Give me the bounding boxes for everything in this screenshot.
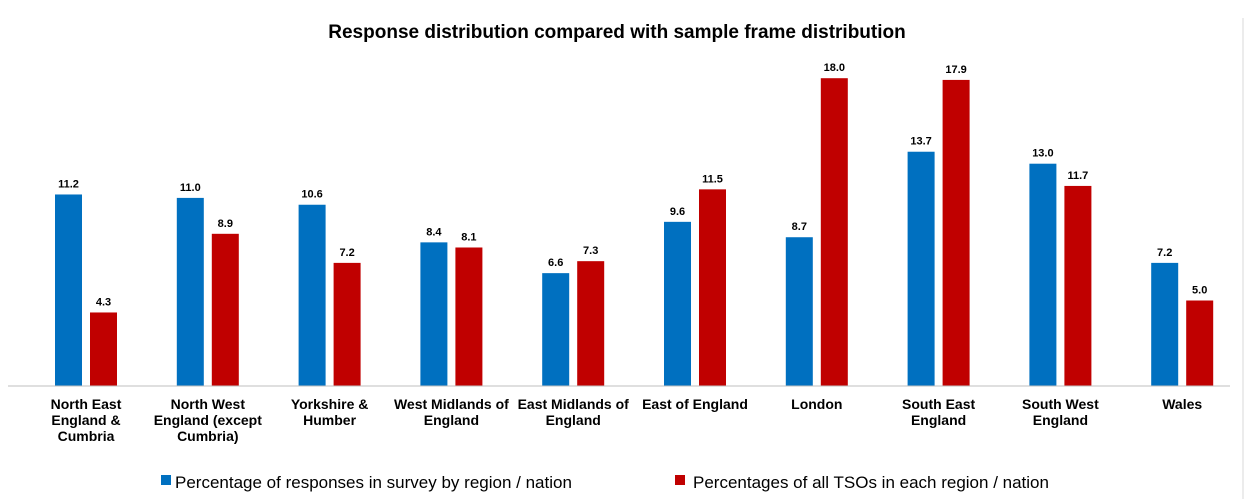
bar-series-2-cat-6: [699, 189, 726, 386]
category-label-line: North East: [51, 396, 122, 412]
data-label-series-1-cat-8: 13.7: [910, 136, 931, 148]
data-label-series-1-cat-9: 13.0: [1032, 148, 1053, 160]
data-label-series-2-cat-1: 4.3: [96, 296, 111, 308]
bar-series-2-cat-8: [942, 79, 970, 386]
data-label-series-1-cat-1: 11.2: [58, 178, 79, 190]
category-label-line: England &: [51, 412, 120, 428]
category-label-2: North West England (except Cumbria): [154, 396, 262, 444]
bar-series-1-cat-1: [55, 194, 82, 386]
data-label-series-2-cat-7: 18.0: [824, 62, 845, 74]
bar-series-2-cat-10: [1186, 300, 1214, 386]
data-label-series-1-cat-5: 6.6: [548, 257, 563, 269]
category-label-5: East Midlands of England: [518, 396, 630, 428]
category-label-line: Cumbria: [58, 428, 115, 444]
bar-series-1-cat-8: [907, 151, 935, 386]
bar-series-2-cat-3: [333, 262, 361, 386]
category-label-line: Yorkshire &: [291, 396, 369, 412]
bar-series-2-cat-4: [455, 247, 483, 386]
bar-series-1-cat-6: [664, 221, 691, 386]
bar-series-2-cat-9: [1064, 185, 1092, 386]
category-label-line: England: [424, 412, 479, 428]
category-label-line: Wales: [1162, 396, 1202, 412]
bars-layer: 11.2 4.3 11.0 8.9 10.6 7.2 8.4 8.1 6.6 7.3 9.6 11.5…: [55, 62, 1214, 386]
data-label-series-1-cat-7: 8.7: [792, 221, 807, 233]
chart-title: Response distribution compared with samp…: [328, 22, 905, 43]
data-label-series-2-cat-8: 17.9: [945, 64, 966, 76]
legend-swatch-responses: [161, 475, 171, 485]
data-label-series-1-cat-4: 8.4: [426, 226, 442, 238]
data-label-series-2-cat-10: 5.0: [1192, 285, 1207, 297]
data-label-series-1-cat-2: 11.0: [180, 182, 201, 194]
category-label-line: East Midlands of: [518, 396, 630, 412]
category-label-line: London: [791, 396, 842, 412]
data-label-series-2-cat-3: 7.2: [339, 247, 354, 259]
data-label-series-1-cat-10: 7.2: [1157, 247, 1172, 259]
category-label-line: South East: [902, 396, 975, 412]
data-label-series-1-cat-3: 10.6: [301, 189, 322, 201]
data-label-series-2-cat-2: 8.9: [218, 218, 233, 230]
data-label-series-2-cat-4: 8.1: [461, 231, 476, 243]
category-label-line: West Midlands of: [394, 396, 509, 412]
category-label-line: England: [546, 412, 601, 428]
category-label-line: East of England: [642, 396, 748, 412]
category-label-8: South East England: [902, 396, 975, 428]
category-label-line: Humber: [303, 412, 356, 428]
bar-series-2-cat-2: [211, 233, 239, 386]
bar-series-1-cat-7: [785, 237, 813, 386]
data-label-series-2-cat-5: 7.3: [583, 245, 598, 257]
bar-series-1-cat-3: [298, 204, 326, 386]
bar-series-2-cat-7: [820, 78, 848, 386]
category-label-10: Wales: [1162, 396, 1202, 412]
category-label-4: West Midlands of England: [394, 396, 509, 428]
category-label-line: North West: [171, 396, 246, 412]
bar-series-2-cat-5: [577, 261, 605, 386]
legend-label-responses: Percentage of responses in survey by reg…: [175, 473, 572, 492]
data-label-series-2-cat-6: 11.5: [702, 173, 723, 185]
legend-label-tsos: Percentages of all TSOs in each region /…: [693, 473, 1049, 492]
legend: Percentage of responses in survey by reg…: [161, 473, 1049, 492]
data-label-series-2-cat-9: 11.7: [1067, 170, 1088, 182]
bar-series-2-cat-1: [90, 312, 117, 386]
bar-series-1-cat-10: [1151, 262, 1179, 386]
category-label-7: London: [791, 396, 842, 412]
legend-swatch-tsos: [675, 475, 685, 485]
category-label-line: South West: [1022, 396, 1099, 412]
category-label-9: South West England: [1022, 396, 1099, 428]
category-label-line: England: [1033, 412, 1088, 428]
bar-series-1-cat-5: [542, 273, 570, 386]
data-label-series-1-cat-6: 9.6: [670, 206, 685, 218]
category-label-3: Yorkshire & Humber: [291, 396, 369, 428]
category-label-line: Cumbria): [177, 428, 238, 444]
bar-series-1-cat-2: [176, 197, 204, 386]
category-label-line: England: [911, 412, 966, 428]
category-label-line: England (except: [154, 412, 262, 428]
bar-series-1-cat-4: [420, 242, 448, 386]
category-label-1: North East England & Cumbria: [51, 396, 122, 444]
category-label-6: East of England: [642, 396, 748, 412]
bar-series-1-cat-9: [1029, 163, 1057, 386]
